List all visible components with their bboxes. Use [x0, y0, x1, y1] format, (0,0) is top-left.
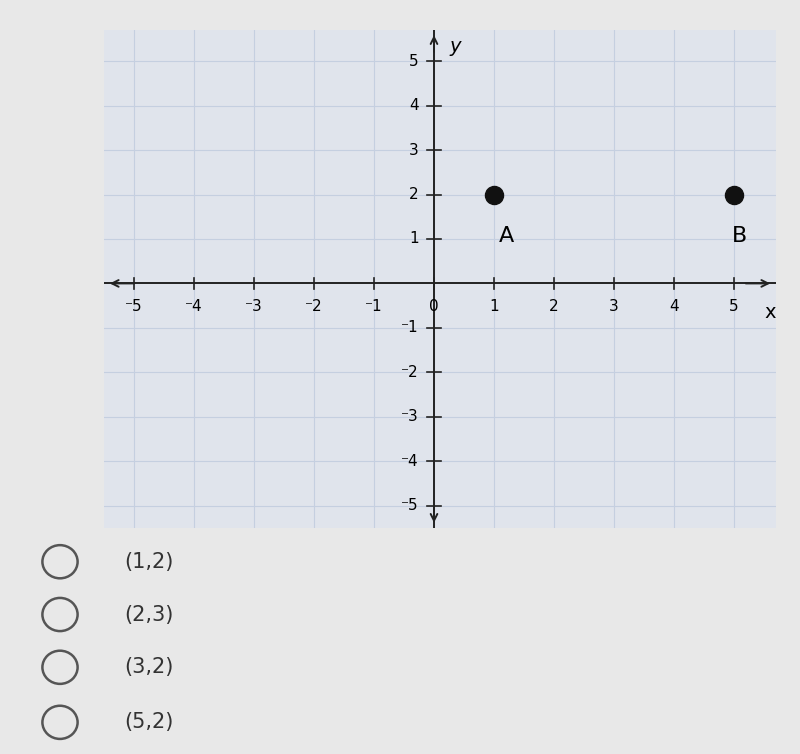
Text: 2: 2	[410, 187, 419, 202]
Text: ⁻3: ⁻3	[402, 409, 419, 425]
Text: (2,3): (2,3)	[124, 605, 174, 624]
Text: B: B	[732, 225, 748, 246]
Text: 5: 5	[729, 299, 739, 314]
Text: (5,2): (5,2)	[124, 713, 174, 732]
Text: 2: 2	[549, 299, 559, 314]
Text: ⁻1: ⁻1	[365, 299, 383, 314]
Text: y: y	[450, 37, 461, 56]
Text: ⁻4: ⁻4	[402, 454, 419, 469]
Text: ⁻3: ⁻3	[245, 299, 263, 314]
Text: A: A	[498, 225, 514, 246]
Text: ⁻5: ⁻5	[125, 299, 143, 314]
Text: 5: 5	[410, 54, 419, 69]
Text: ⁻5: ⁻5	[402, 498, 419, 513]
Text: 1: 1	[410, 231, 419, 247]
Text: 4: 4	[410, 98, 419, 113]
Text: 3: 3	[410, 143, 419, 158]
Text: ⁻2: ⁻2	[305, 299, 323, 314]
Text: ⁻1: ⁻1	[402, 320, 419, 336]
Text: ⁻2: ⁻2	[402, 365, 419, 380]
Text: 4: 4	[669, 299, 679, 314]
Text: (1,2): (1,2)	[124, 552, 174, 572]
Text: 0: 0	[429, 299, 439, 314]
Text: (3,2): (3,2)	[124, 657, 174, 677]
Text: ⁻4: ⁻4	[185, 299, 203, 314]
Text: 1: 1	[489, 299, 499, 314]
Text: x: x	[764, 303, 776, 323]
Text: 3: 3	[609, 299, 619, 314]
